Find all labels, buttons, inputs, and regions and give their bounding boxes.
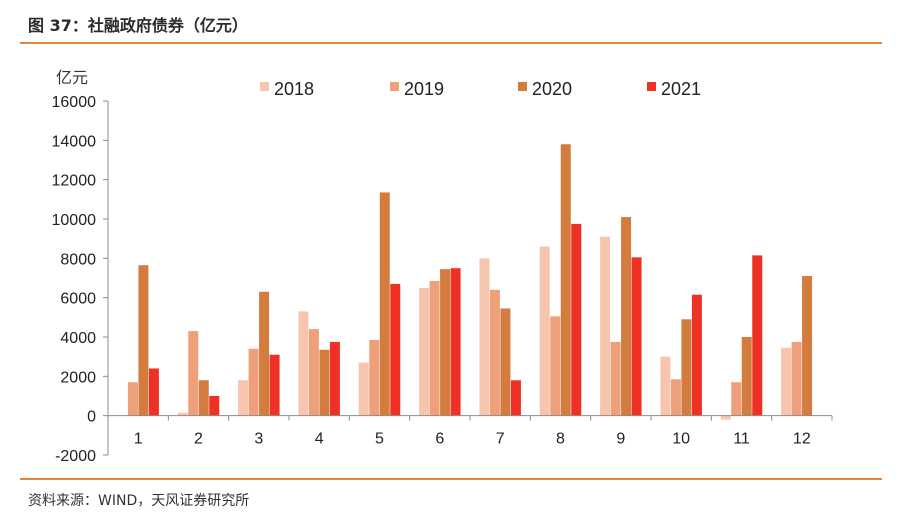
x-tick-label: 1 — [134, 431, 143, 448]
x-tick-label: 7 — [496, 431, 505, 448]
legend-label-2020: 2020 — [532, 79, 572, 99]
source-note: 资料来源：WIND，天风证券研究所 — [28, 493, 250, 509]
bar-2019-10 — [670, 379, 681, 416]
y-tick-label: 2000 — [60, 369, 96, 386]
x-axis-ticks: 1 2 3 4 5 6 7 8 9 10 11 12 — [134, 415, 833, 448]
bar-2018-3 — [238, 380, 249, 416]
legend-label-2019: 2019 — [404, 79, 444, 99]
bar-2020-6 — [440, 269, 451, 416]
bar-2021-6 — [450, 268, 461, 416]
x-tick-label: 11 — [733, 431, 750, 448]
bar-2019-12 — [791, 341, 802, 416]
bar-2021-2 — [209, 396, 220, 416]
bar-2020-12 — [802, 276, 813, 416]
bar-2021-4 — [329, 341, 340, 416]
bar-2019-2 — [188, 331, 199, 416]
bar-2018-6 — [419, 287, 430, 416]
y-tick-label: 12000 — [52, 173, 97, 190]
x-tick-label: 4 — [315, 431, 324, 448]
bar-2020-10 — [681, 319, 692, 416]
bar-2019-1 — [127, 382, 138, 416]
x-tick-label: 2 — [194, 431, 203, 448]
legend-swatch-2019 — [390, 82, 399, 91]
x-tick-label: 5 — [375, 431, 384, 448]
bar-2018-11 — [720, 415, 731, 420]
bar-2020-2 — [198, 380, 209, 416]
legend-swatch-2020 — [518, 82, 527, 91]
y-axis-ticks: -2000 0 2000 4000 6000 8000 10000 12000 14000 160… — [52, 94, 108, 465]
legend-label-2021: 2021 — [661, 79, 701, 99]
bar-2020-8 — [560, 144, 571, 416]
bar-2021-5 — [390, 283, 401, 416]
bar-2018-8 — [539, 246, 550, 416]
bar-2020-11 — [741, 337, 752, 416]
bar-2020-5 — [379, 192, 390, 416]
figure-title: 图 37：社融政府债券（亿元） — [28, 16, 248, 35]
bar-2018-12 — [781, 347, 792, 416]
x-tick-label: 10 — [672, 431, 690, 448]
y-axis-unit-label: 亿元 — [56, 69, 88, 87]
y-tick-label: 4000 — [60, 330, 96, 347]
bar-2019-8 — [550, 316, 561, 416]
bar-2020-3 — [259, 291, 270, 416]
bar-2018-7 — [479, 258, 490, 416]
bar-2018-9 — [600, 236, 611, 416]
bar-2020-1 — [138, 265, 149, 416]
bar-2019-7 — [489, 289, 500, 416]
x-tick-label: 6 — [435, 431, 444, 448]
bar-2021-9 — [631, 257, 642, 416]
bar-2021-10 — [691, 294, 702, 416]
legend-swatch-2018 — [260, 82, 269, 91]
bar-2021-3 — [269, 354, 280, 416]
bar-2019-6 — [429, 280, 440, 416]
bar-2021-7 — [510, 380, 521, 416]
bar-2018-4 — [298, 311, 309, 416]
bar-2019-9 — [610, 341, 621, 416]
x-tick-label: 3 — [254, 431, 263, 448]
bars — [127, 144, 813, 420]
bar-2021-8 — [571, 223, 582, 416]
y-tick-label: 16000 — [52, 94, 97, 111]
bar-2019-4 — [308, 329, 319, 416]
legend-swatch-2021 — [647, 82, 656, 91]
x-tick-label: 12 — [793, 431, 811, 448]
bar-2019-5 — [369, 339, 380, 416]
bar-2020-7 — [500, 308, 511, 416]
bar-2021-11 — [752, 255, 763, 416]
source-rule — [20, 478, 882, 480]
bar-2018-5 — [358, 362, 369, 416]
bar-2020-4 — [319, 349, 330, 416]
y-tick-label: 6000 — [60, 291, 96, 308]
legend: 2018 2019 2020 2021 — [260, 79, 701, 99]
legend-label-2018: 2018 — [274, 79, 314, 99]
y-tick-label: 0 — [87, 409, 96, 426]
y-tick-label: 8000 — [60, 251, 96, 268]
y-tick-label: 10000 — [52, 212, 97, 229]
bar-2021-1 — [148, 368, 159, 416]
bar-2019-11 — [731, 382, 742, 416]
y-tick-label: 14000 — [52, 133, 97, 150]
bar-2019-3 — [248, 348, 259, 416]
bar-2018-2 — [177, 412, 188, 416]
x-tick-label: 8 — [556, 431, 565, 448]
bar-2018-10 — [660, 356, 671, 416]
y-tick-label: -2000 — [55, 448, 96, 465]
x-tick-label: 9 — [616, 431, 625, 448]
bar-2020-9 — [621, 217, 632, 416]
title-rule — [20, 42, 882, 44]
